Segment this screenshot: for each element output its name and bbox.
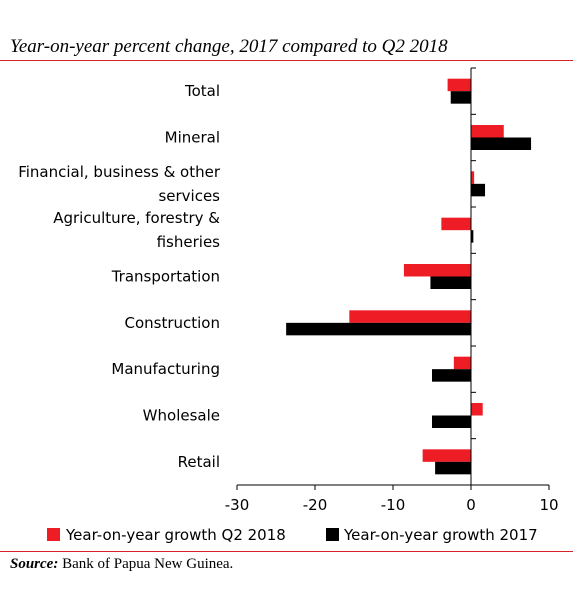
x-tick-label-1: -20 <box>303 496 328 514</box>
chart-title: Year-on-year percent change, 2017 compar… <box>10 36 448 57</box>
x-tick-label-4: 10 <box>539 496 558 514</box>
bar-2017-0 <box>450 91 471 104</box>
bottom-rule <box>0 551 573 552</box>
x-tick-label-2: -10 <box>381 496 406 514</box>
bar-2017-3 <box>471 230 474 243</box>
bar-2017-2 <box>471 183 486 197</box>
bar-q2-2018-1 <box>471 125 504 138</box>
axes-layer: -30 -20 -10 0 10 <box>225 67 559 514</box>
source-text: Bank of Papua New Guinea. <box>62 556 234 572</box>
legend-swatch-1 <box>326 528 339 541</box>
legend: Year-on-year growth Q2 2018 Year-on-year … <box>47 526 538 544</box>
top-rule <box>0 60 573 61</box>
legend-swatch-0 <box>47 528 60 541</box>
bar-q2-2018-8 <box>422 449 471 462</box>
legend-label-1: Year-on-year growth 2017 <box>343 526 538 544</box>
bar-q2-2018-0 <box>447 78 471 92</box>
bar-q2-2018-7 <box>471 403 483 416</box>
bar-q2-2018-4 <box>403 264 471 277</box>
bar-2017-8 <box>435 461 471 475</box>
source-label: Source: <box>10 556 59 572</box>
source-note: Source: Bank of Papua New Guinea. <box>10 556 233 573</box>
category-label-3: Agriculture, forestry & fisheries <box>53 209 220 251</box>
bar-2017-1 <box>471 137 532 150</box>
bar-q2-2018-6 <box>453 356 471 370</box>
category-label-5: Construction <box>124 314 220 332</box>
legend-label-0: Year-on-year growth Q2 2018 <box>65 526 286 544</box>
category-label-4: Transportation <box>111 268 220 286</box>
bar-2017-5 <box>286 322 471 336</box>
category-label-0: Total <box>184 82 220 100</box>
category-label-7: Wholesale <box>143 407 220 425</box>
category-labels: Total Mineral Financial, business & other s… <box>18 82 221 471</box>
bar-2017-7 <box>432 415 471 428</box>
bars-layer <box>286 78 532 475</box>
bar-q2-2018-5 <box>349 310 471 323</box>
category-label-1: Mineral <box>165 129 220 147</box>
x-tick-label-3: 0 <box>466 496 476 514</box>
category-label-8: Retail <box>178 453 220 471</box>
bar-2017-6 <box>432 369 471 382</box>
bar-q2-2018-2 <box>471 171 475 184</box>
bar-2017-4 <box>430 276 471 289</box>
bar-q2-2018-3 <box>441 217 471 231</box>
category-label-6: Manufacturing <box>111 360 220 378</box>
category-label-2: Financial, business & other services <box>18 163 221 205</box>
x-tick-label-0: -30 <box>225 496 250 514</box>
